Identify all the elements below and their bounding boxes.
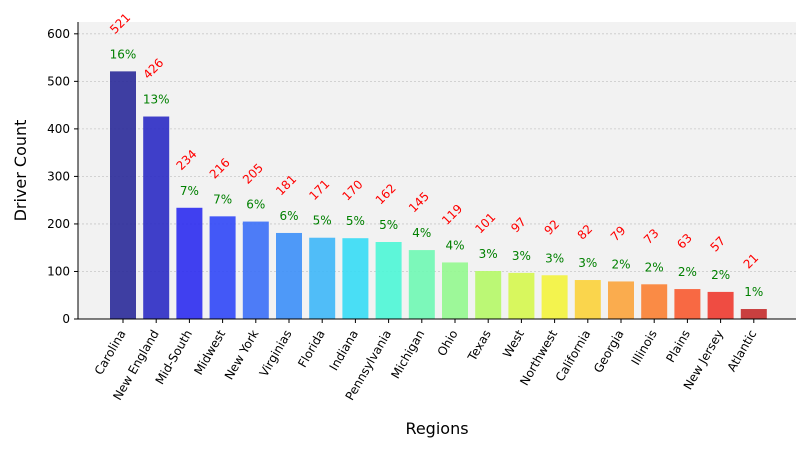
x-tick-label: Atlantic (724, 328, 759, 375)
bar (309, 237, 336, 319)
x-tick-label: New York (222, 327, 262, 382)
x-tick-label: Illinois (629, 328, 660, 368)
bar-percent-label: 3% (479, 247, 498, 261)
bar (674, 289, 701, 319)
bar (740, 309, 767, 319)
bar-percent-label: 2% (645, 260, 664, 274)
x-tick-label: Indiana (327, 328, 361, 373)
bar (475, 270, 502, 319)
bar-percent-label: 6% (279, 209, 298, 223)
y-tick-label: 100 (47, 264, 70, 278)
x-axis-title: Regions (405, 419, 468, 438)
bar-percent-label: 6% (246, 198, 265, 212)
y-tick-label: 500 (47, 74, 70, 88)
bar (442, 262, 468, 319)
bar-percent-label: 2% (611, 257, 630, 271)
bars (110, 71, 767, 319)
bar (176, 207, 203, 319)
x-tick-label: Carolina (92, 328, 129, 378)
bar (242, 221, 269, 319)
bar-percent-label: 7% (213, 192, 232, 206)
bar-percent-label: 1% (744, 285, 763, 299)
x-tick-label: Texas (465, 328, 494, 365)
bar-percent-label: 5% (346, 214, 365, 228)
bar-percent-label: 4% (412, 226, 431, 240)
bar (143, 116, 170, 319)
y-tick-label: 400 (47, 122, 70, 136)
bar-percent-label: 3% (512, 249, 531, 263)
bar (508, 272, 535, 319)
x-tick-label: Florida (295, 328, 328, 370)
y-axis-title: Driver Count (11, 120, 30, 222)
bar-percent-label: 5% (379, 218, 398, 232)
x-tick-label: Virginias (257, 328, 295, 380)
bar-percent-label: 13% (143, 93, 170, 107)
bar (408, 250, 435, 319)
bar-percent-label: 16% (110, 47, 137, 61)
bar (707, 291, 734, 319)
bar (375, 242, 402, 319)
bar-percent-label: 3% (545, 251, 564, 265)
bar-percent-label: 7% (180, 184, 199, 198)
bar (209, 216, 236, 319)
x-tick-label: West (500, 327, 527, 360)
bar-percent-label: 5% (313, 214, 332, 228)
x-tick-label: Michigan (388, 328, 427, 382)
bar (342, 238, 369, 319)
y-tick-label: 600 (47, 27, 70, 41)
bar-percent-label: 4% (445, 238, 464, 252)
bar (608, 281, 634, 319)
bar (110, 71, 136, 319)
y-tick-label: 0 (62, 312, 70, 326)
bar-percent-label: 2% (678, 265, 697, 279)
y-tick-label: 200 (47, 217, 70, 231)
x-tick-label: Ohio (435, 328, 461, 359)
bar-percent-label: 2% (711, 268, 730, 282)
x-tick-label: Plains (663, 328, 693, 365)
x-tick-label: Midwest (191, 327, 228, 377)
y-tick-label: 300 (47, 169, 70, 183)
bar (541, 275, 568, 319)
bar-percent-label: 3% (578, 256, 597, 270)
bar (641, 284, 668, 319)
bar (574, 280, 601, 319)
x-tick-label: Georgia (591, 328, 627, 376)
bar (276, 232, 302, 319)
